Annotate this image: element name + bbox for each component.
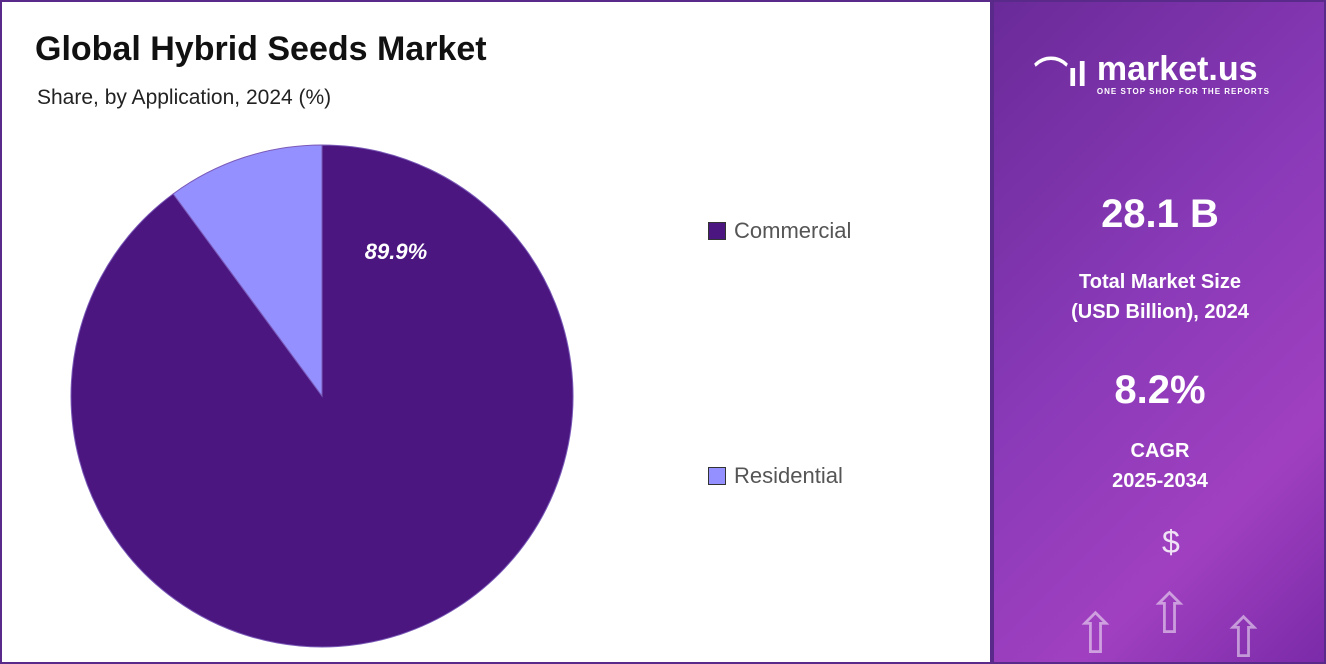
logo-icon: ⌒ıl	[1034, 56, 1087, 94]
market-size-label-2: (USD Billion), 2024	[1071, 301, 1249, 323]
market-size-label: Total Market Size	[1079, 271, 1241, 293]
legend-label: Commercial	[734, 218, 852, 243]
legend-label: Residential	[734, 463, 843, 488]
pie-slice-residential	[172, 144, 323, 398]
legend-item-residential: Residential	[708, 463, 843, 489]
chart-title: Global Hybrid Seeds Market	[35, 30, 487, 68]
cagr-period: 2025-2034	[1112, 470, 1208, 492]
chart-subtitle: Share, by Application, 2024 (%)	[37, 86, 332, 109]
data-label-commercial: 89.9%	[365, 239, 427, 264]
cagr-label: CAGR	[1130, 440, 1190, 462]
brand-name: market.us	[1096, 50, 1258, 88]
market-size-value: 28.1 B	[1101, 192, 1219, 236]
arrow-up-icon: ⇧	[1220, 606, 1267, 664]
chart-panel: Global Hybrid Seeds Market Share, by App…	[2, 2, 988, 662]
dollar-icon: $	[1162, 524, 1180, 560]
legend-swatch	[708, 467, 726, 485]
brand-logo: ⌒ıl market.us ONE STOP SHOP FOR THE REPO…	[1034, 52, 1270, 98]
arrow-up-icon: ⇧	[1146, 582, 1193, 645]
legend-item-commercial: Commercial	[708, 218, 851, 244]
stats-panel: ⌒ıl market.us ONE STOP SHOP FOR THE REPO…	[990, 0, 1326, 664]
legend-swatch	[708, 222, 726, 240]
arrow-up-icon: ⇧	[1072, 602, 1119, 664]
pie-chart: 89.9%	[70, 144, 574, 648]
brand-tagline: ONE STOP SHOP FOR THE REPORTS	[1096, 87, 1270, 96]
cagr-value: 8.2%	[1114, 368, 1206, 412]
